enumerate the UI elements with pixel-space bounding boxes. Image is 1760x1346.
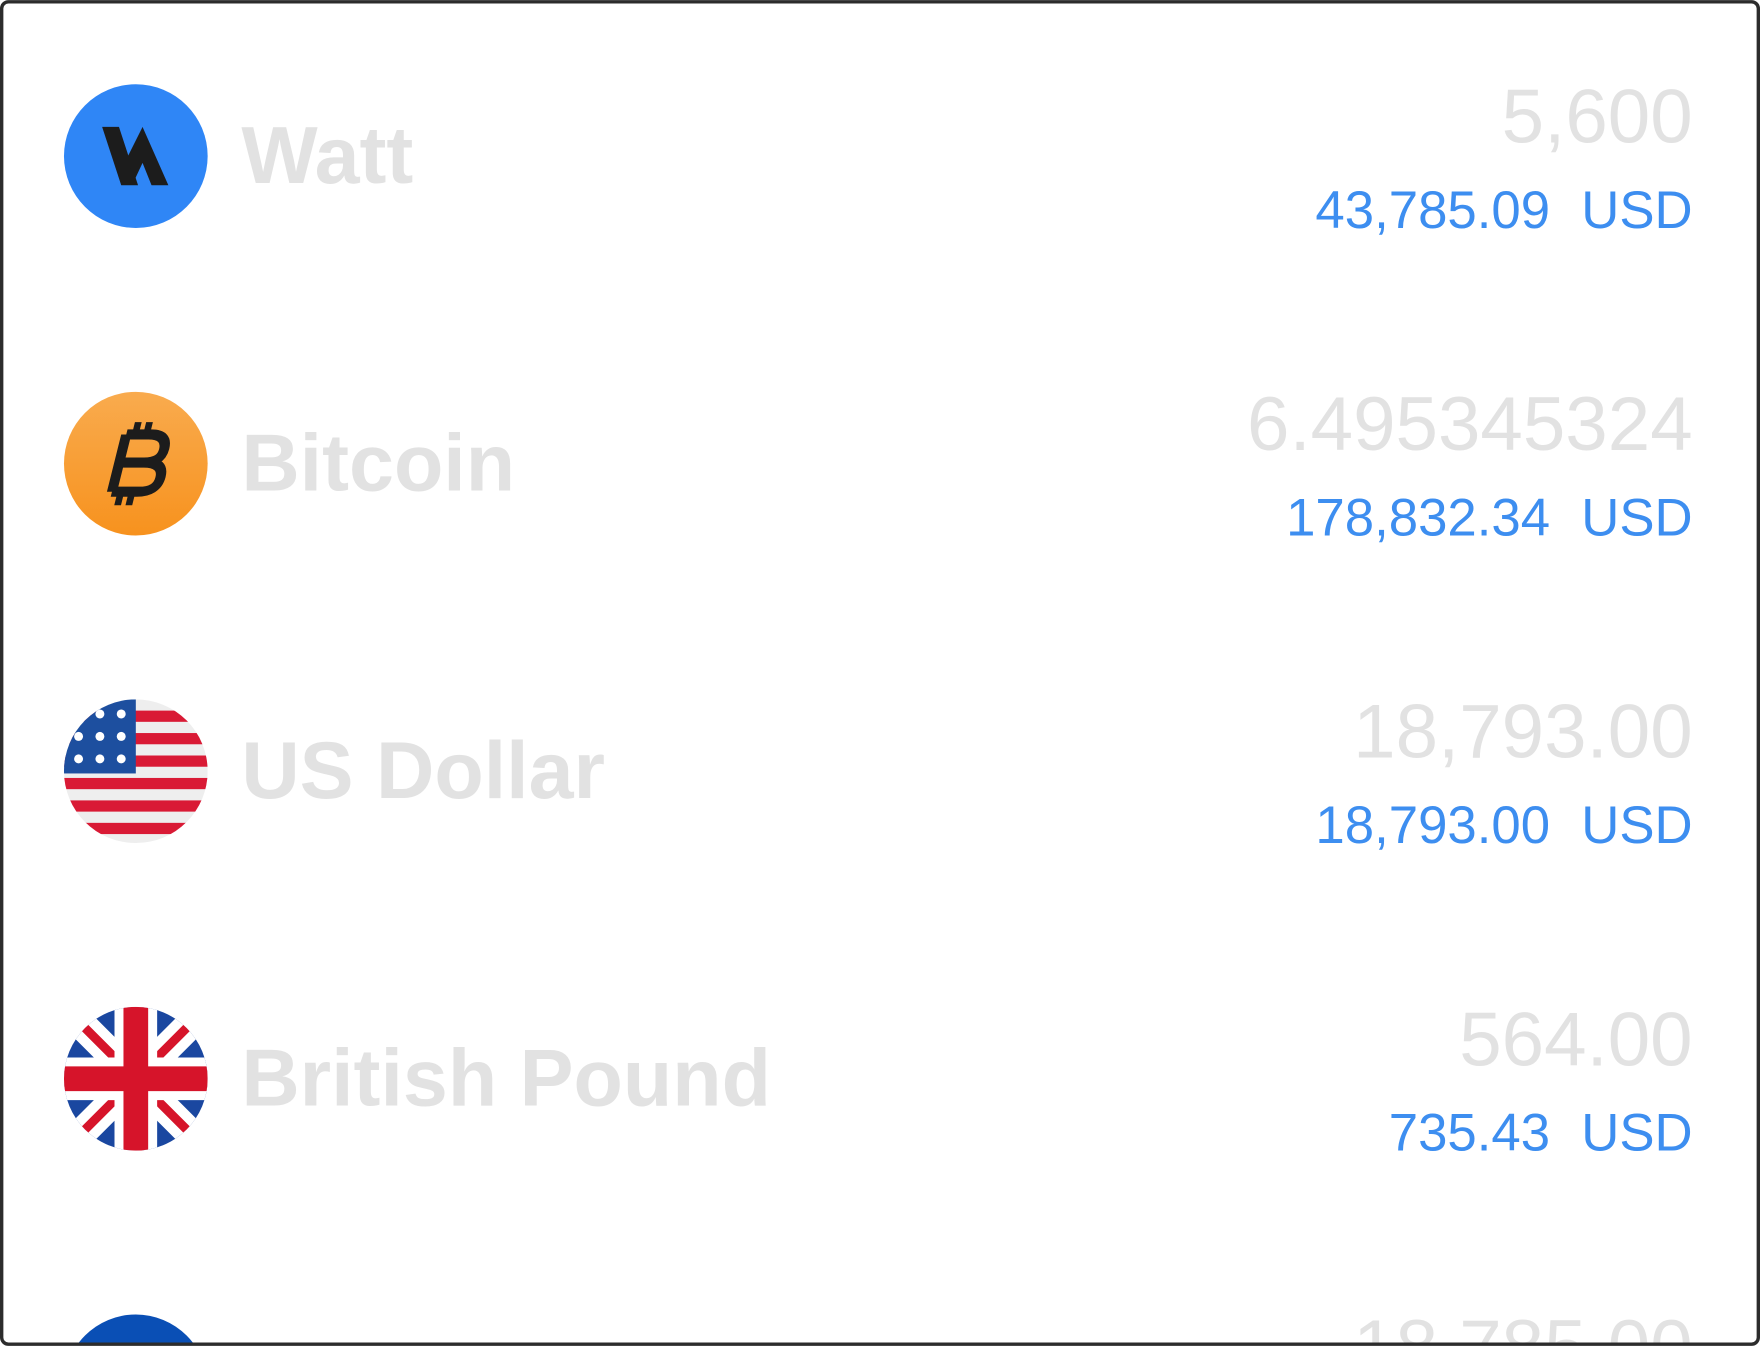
currency-name: Watt [241, 111, 413, 201]
uk-flag-icon [63, 1006, 208, 1151]
usd-value: 735.43 [1389, 1104, 1550, 1163]
currency-name: British Pound [241, 1034, 771, 1124]
usd-value: 178,832.34 [1286, 489, 1550, 548]
list-content: Watt 5,600 43,785.09 USD Bitcoin 6.495345324 1… [63, 75, 1693, 1346]
currency-name: US Dollar [241, 726, 605, 816]
us-flag-icon [63, 699, 208, 844]
usd-currency: USD [1581, 796, 1692, 855]
usd-currency: USD [1581, 489, 1692, 548]
balance-amount: 564.00 [1459, 997, 1692, 1082]
balance-amount: 5,600 [1502, 75, 1693, 160]
watt-icon [63, 84, 208, 228]
balance-amount: 18,793.00 [1353, 690, 1693, 775]
usd-value: 43,785.09 [1315, 181, 1550, 240]
usd-currency: USD [1581, 1104, 1692, 1163]
balance-amount: 18,785.00 [1353, 1305, 1693, 1346]
usd-currency: USD [1581, 181, 1692, 240]
currency-name: Bitcoin [241, 419, 515, 509]
usd-value: 18,793.00 [1315, 796, 1550, 855]
bitcoin-icon [63, 391, 208, 536]
balance-amount: 6.495345324 [1247, 382, 1693, 467]
